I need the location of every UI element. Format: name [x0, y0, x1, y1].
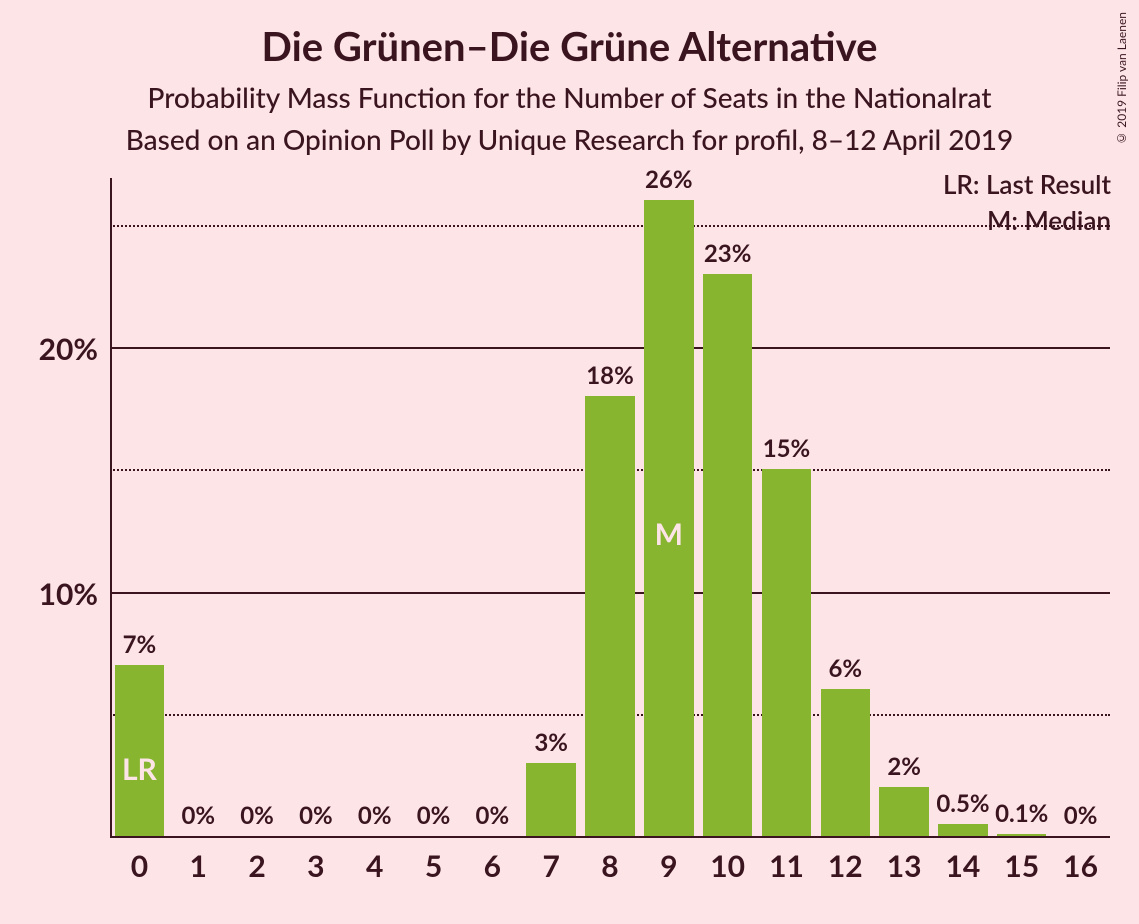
bar-value-label: 23% — [704, 239, 752, 268]
bar — [879, 787, 928, 836]
bar-value-label: 0% — [240, 801, 274, 830]
x-tick-label: 4 — [366, 848, 383, 884]
bar-value-label: 7% — [123, 630, 157, 659]
y-tick-label: 10% — [39, 576, 98, 612]
grid-minor — [110, 225, 1110, 227]
bar-value-label: 0% — [476, 801, 510, 830]
x-tick-label: 5 — [425, 848, 442, 884]
chart-title: Die Grünen–Die Grüne Alternative — [0, 22, 1139, 70]
bar — [821, 689, 870, 836]
bar-value-label: 15% — [763, 434, 811, 463]
chart-subtitle-1: Probability Mass Function for the Number… — [0, 80, 1139, 114]
y-tick-label: 20% — [39, 331, 98, 367]
bar — [938, 824, 987, 836]
bar-value-label: 0% — [299, 801, 333, 830]
bar-value-label: 26% — [645, 165, 693, 194]
bar-marker: LR — [122, 751, 157, 787]
x-tick-label: 10 — [710, 848, 745, 884]
x-tick-label: 1 — [190, 848, 207, 884]
x-tick-label: 0 — [131, 848, 148, 884]
plot-area: 10%20%07%LR10%20%30%40%50%60%73%818%926%… — [110, 178, 1110, 838]
x-tick-label: 2 — [248, 848, 265, 884]
x-tick-label: 16 — [1063, 848, 1098, 884]
bar — [526, 763, 575, 836]
x-tick-label: 12 — [828, 848, 863, 884]
x-tick-label: 3 — [307, 848, 324, 884]
x-axis — [110, 836, 1110, 838]
bar-value-label: 18% — [586, 361, 634, 390]
x-tick-label: 14 — [946, 848, 981, 884]
bar — [703, 274, 752, 836]
credit-text: © 2019 Filip van Laenen — [1114, 12, 1129, 146]
bar-value-label: 0% — [417, 801, 451, 830]
bar-marker: M — [655, 516, 683, 552]
x-tick-label: 6 — [484, 848, 501, 884]
bar-value-label: 0.5% — [936, 789, 989, 818]
chart-container: Die Grünen–Die Grüne Alternative Probabi… — [0, 0, 1139, 924]
chart-subtitle-2: Based on an Opinion Poll by Unique Resea… — [0, 122, 1139, 156]
x-tick-label: 11 — [769, 848, 804, 884]
bar-value-label: 0.1% — [995, 799, 1048, 828]
bar-value-label: 0% — [1064, 801, 1098, 830]
bar — [762, 469, 811, 836]
x-tick-label: 13 — [887, 848, 922, 884]
y-axis — [110, 178, 112, 838]
bar-value-label: 6% — [828, 654, 862, 683]
bar-value-label: 0% — [181, 801, 215, 830]
x-tick-label: 8 — [601, 848, 618, 884]
grid-major — [110, 347, 1110, 349]
bar-value-label: 3% — [534, 728, 568, 757]
bar-value-label: 0% — [358, 801, 392, 830]
bar — [997, 834, 1046, 836]
x-tick-label: 15 — [1004, 848, 1039, 884]
x-tick-label: 7 — [542, 848, 559, 884]
bar-value-label: 2% — [887, 752, 921, 781]
bar — [585, 396, 634, 836]
x-tick-label: 9 — [660, 848, 677, 884]
